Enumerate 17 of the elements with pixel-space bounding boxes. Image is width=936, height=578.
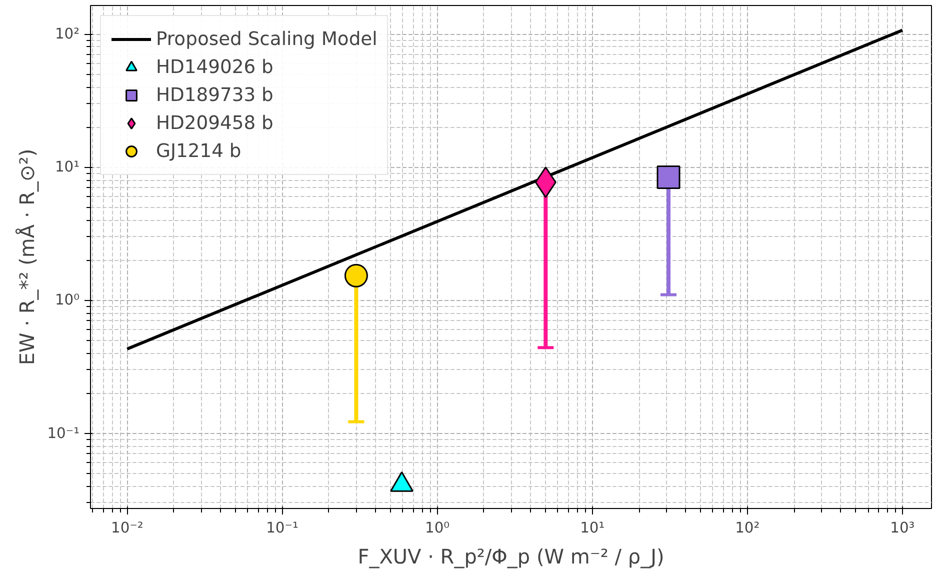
legend-label: GJ1214 b <box>156 140 242 162</box>
legend-label: HD149026 b <box>156 56 274 78</box>
x-tick-label: 10³ <box>890 520 915 536</box>
x-tick-label: 10⁻¹ <box>266 520 298 536</box>
y-tick-label: 10¹ <box>54 158 80 176</box>
y-tick-label: 10⁰ <box>54 292 80 309</box>
y-axis-title: EW · R_*² (mÅ · R_⊙²) <box>15 148 40 366</box>
x-tick-label: 10⁰ <box>425 520 450 536</box>
x-tick-label: 10² <box>735 520 760 536</box>
y-tick-label: 10⁻¹ <box>47 424 80 442</box>
legend-label: Proposed Scaling Model <box>156 28 378 50</box>
legend-label: HD189733 b <box>156 84 274 106</box>
x-tick-label: 10⁻² <box>111 520 144 536</box>
y-tick-label: 10² <box>54 26 80 43</box>
x-tick-label: 10¹ <box>580 520 605 536</box>
x-axis-title: F_XUV · R_p²/Φ_p (W m⁻² / ρ_J) <box>358 544 664 568</box>
legend-label: HD209458 b <box>156 112 274 134</box>
